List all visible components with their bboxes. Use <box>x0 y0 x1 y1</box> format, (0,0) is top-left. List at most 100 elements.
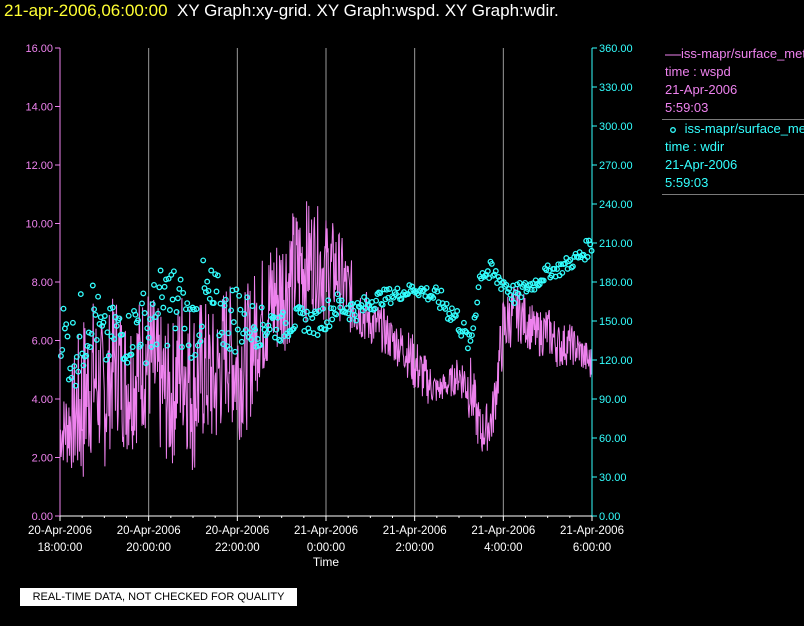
legend-wdir-date: 21-Apr-2006 <box>665 157 738 172</box>
wdir-point <box>351 312 358 318</box>
wdir-point <box>528 286 535 293</box>
wdir-point <box>249 303 256 309</box>
wdir-point <box>503 282 510 288</box>
wdir-point <box>143 360 149 367</box>
wdir-point <box>475 284 482 291</box>
wdir-point <box>484 268 491 275</box>
wdir-series <box>57 237 595 389</box>
wdir-point <box>89 282 96 289</box>
legend-wdir-time: 5:59:03 <box>665 175 709 190</box>
right-tick-label: 240.00 <box>599 199 633 211</box>
left-tick-label: 14.00 <box>25 102 53 114</box>
wdir-point <box>210 300 217 306</box>
wdir-point <box>205 287 212 294</box>
wdir-point <box>535 282 542 289</box>
wdir-point <box>569 263 576 270</box>
wdir-point <box>559 269 566 276</box>
wdir-point <box>140 290 147 297</box>
wdir-point <box>508 296 515 303</box>
wdir-point <box>423 284 430 291</box>
wdir-point <box>169 296 176 303</box>
wdir-point <box>333 311 340 318</box>
wdir-point <box>72 382 79 389</box>
wdir-point <box>197 338 204 345</box>
wdir-point <box>103 356 110 363</box>
left-tick-label: 2.00 <box>32 453 53 465</box>
wdir-point <box>177 276 184 283</box>
wdir-point <box>76 333 83 340</box>
left-tick-label: 10.00 <box>25 219 53 231</box>
wdir-point <box>466 331 473 338</box>
wdir-point <box>540 277 547 284</box>
wdir-point <box>222 296 229 303</box>
wdir-point <box>92 311 99 318</box>
wdir-point <box>144 325 151 332</box>
wdir-point <box>292 323 298 330</box>
right-tick-label: 360.00 <box>599 43 633 55</box>
right-tick-label: 120.00 <box>599 355 633 367</box>
wdir-point <box>515 290 522 297</box>
wdir-point <box>314 332 321 338</box>
wdir-point <box>233 286 240 293</box>
wdir-point <box>137 341 144 348</box>
wdir-point <box>190 306 197 313</box>
wdir-point <box>129 344 136 350</box>
wdir-point <box>208 267 215 274</box>
legend-wdir-var: time : wdir <box>665 139 725 154</box>
x-tick-time: 20:00:00 <box>126 542 171 554</box>
wdir-point <box>116 315 123 322</box>
wdir-point <box>565 258 572 265</box>
wdir-point <box>567 257 574 263</box>
wdir-point <box>583 237 590 244</box>
wdir-point <box>302 316 309 323</box>
wdir-point <box>214 272 221 279</box>
wdir-point <box>303 308 310 315</box>
wdir-point <box>172 325 179 332</box>
wdir-point <box>75 368 82 375</box>
wdir-point <box>206 295 213 302</box>
legend-entry-wspd[interactable]: iss-mapr/surface_met time : wspd 21-Apr-… <box>662 45 804 117</box>
wdir-point <box>448 305 455 312</box>
wdir-point <box>329 316 336 323</box>
wdir-point <box>238 338 245 345</box>
wdir-point <box>575 254 582 261</box>
x-tick-date: 20-Apr-2006 <box>205 525 269 537</box>
x-tick-time: 6:00:00 <box>573 542 611 554</box>
right-tick-label: 150.00 <box>599 316 633 328</box>
x-tick-date: 21-Apr-2006 <box>560 525 624 537</box>
wdir-point <box>141 310 148 316</box>
wdir-point <box>180 289 187 296</box>
legend-entry-wdir[interactable]: iss-mapr/surface_met time : wdir 21-Apr-… <box>662 120 804 192</box>
wdir-point <box>330 305 337 312</box>
wdir-point <box>276 336 282 343</box>
left-tick-label: 6.00 <box>32 336 53 348</box>
wdir-point <box>236 292 243 299</box>
wdir-point <box>69 319 76 326</box>
wdir-point <box>59 346 66 353</box>
wdir-point <box>100 319 107 326</box>
wdir-point <box>488 260 495 267</box>
title-graphs: XY Graph:xy-grid. XY Graph:wspd. XY Grap… <box>176 1 559 20</box>
wdir-point <box>335 297 342 304</box>
wdir-point <box>264 330 270 336</box>
wdir-point <box>234 326 241 333</box>
wdir-point <box>522 279 529 286</box>
wdir-point <box>464 345 471 352</box>
wdir-point <box>386 286 393 292</box>
wdir-point <box>443 300 450 307</box>
wdir-point <box>258 304 265 311</box>
wdir-point <box>371 305 378 312</box>
axes: 0.00 2.00 4.00 6.00 8.00 10.00 12.00 14.00 16.00… <box>25 43 632 569</box>
wdir-point <box>282 320 289 327</box>
x-tick-time: 18:00:00 <box>38 542 83 554</box>
wdir-point <box>64 333 71 340</box>
wdir-point <box>77 291 84 298</box>
wdir-point <box>551 265 558 272</box>
wdir-point <box>349 300 356 307</box>
right-tick-label: 90.00 <box>599 394 627 406</box>
right-tick-label: 330.00 <box>599 82 633 94</box>
x-tick-time: 2:00:00 <box>395 542 433 554</box>
wdir-point <box>119 331 126 338</box>
left-tick-label: 8.00 <box>32 277 53 289</box>
